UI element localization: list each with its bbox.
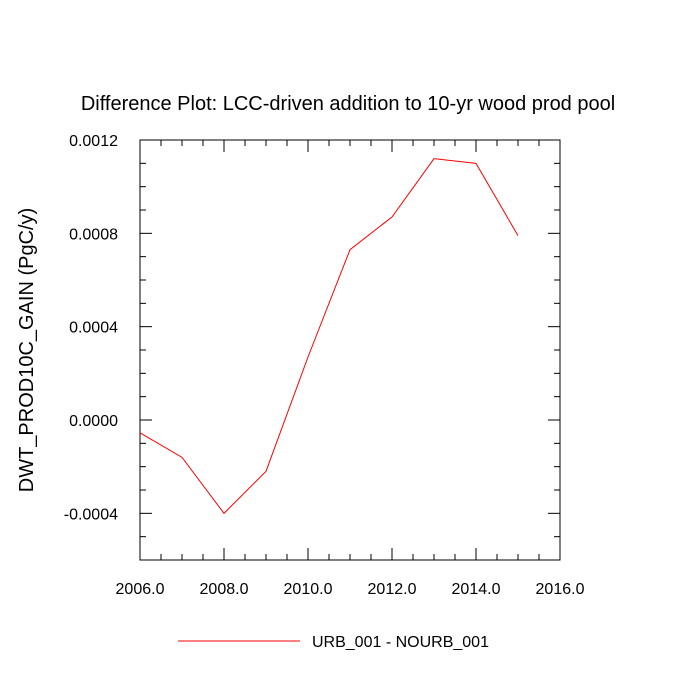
- series-layer: [139, 158, 519, 515]
- legend: URB_001 - NOURB_001: [178, 634, 489, 651]
- plot-frame: [139, 139, 561, 561]
- x-tick-label: 2014.0: [452, 581, 501, 598]
- y-tick-label: -0.0004: [64, 506, 118, 523]
- y-tick-label: 0.0012: [69, 133, 118, 150]
- series-line: [139, 158, 519, 515]
- x-axis-ticks: 2006.0 2008.0 2010.0 2012.0 2014.0 2016.0: [116, 140, 585, 598]
- y-tick-label: 0.0000: [69, 413, 118, 430]
- y-axis-ticks: -0.0004 0.0000 0.0004 0.0008 0.0012: [64, 133, 560, 561]
- x-tick-label: 2006.0: [116, 581, 165, 598]
- legend-label: URB_001 - NOURB_001: [312, 634, 489, 651]
- x-tick-label: 2010.0: [284, 581, 333, 598]
- x-tick-label: 2016.0: [536, 581, 585, 598]
- y-tick-label: 0.0008: [69, 226, 118, 243]
- x-tick-label: 2008.0: [200, 581, 249, 598]
- plot-area-border: [139, 139, 561, 561]
- x-tick-label: 2012.0: [368, 581, 417, 598]
- chart-title: Difference Plot: LCC-driven addition to …: [81, 93, 615, 115]
- y-axis-label: DWT_PROD10C_GAIN (PgC/y): [16, 208, 38, 493]
- y-tick-label: 0.0004: [69, 320, 118, 337]
